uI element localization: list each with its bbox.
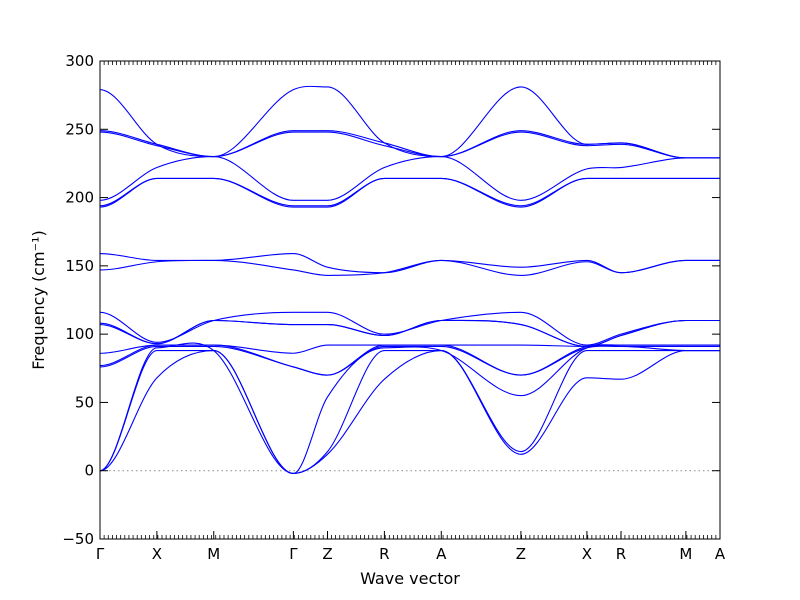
x-tick-label: X (152, 545, 162, 563)
y-tick-label: 50 (75, 393, 94, 411)
y-tick-label: 200 (65, 189, 94, 207)
y-tick-label: 300 (65, 52, 94, 70)
axes: −50 0 50 100 150 200 250 300 Γ X M Γ Z R A Z X R M A (62, 52, 726, 563)
x-tick-label: A (715, 545, 726, 563)
y-tick-label: −50 (62, 530, 94, 548)
x-tick-label: R (379, 545, 389, 563)
phonon-branch-4 (100, 345, 720, 376)
phonon-branch-17 (100, 85, 720, 159)
x-tick-label: Z (322, 545, 332, 563)
y-tick-label: 250 (65, 120, 94, 138)
y-tick-label: 0 (84, 462, 94, 480)
x-axis-label: Wave vector (360, 569, 460, 588)
y-axis-label: Frequency (cm⁻¹) (29, 230, 48, 369)
x-tick-label: A (436, 545, 447, 563)
phonon-branch-2 (100, 349, 720, 475)
x-tick-label: Z (516, 545, 526, 563)
x-tick-label: R (616, 545, 626, 563)
y-tick-label: 150 (65, 257, 94, 275)
phonon-branch-1 (100, 349, 720, 475)
plot-area (100, 85, 720, 475)
phonon-branch-11 (100, 253, 720, 274)
x-tick-label: X (582, 545, 592, 563)
phonon-branch-9 (100, 311, 720, 346)
x-tick-label: M (207, 545, 220, 563)
y-tick-label: 100 (65, 325, 94, 343)
x-tick-label: Γ (96, 545, 105, 563)
x-tick-label: Γ (289, 545, 298, 563)
phonon-branch-6 (100, 344, 720, 354)
x-tick-label: M (679, 545, 692, 563)
phonon-branch-13 (100, 177, 720, 207)
